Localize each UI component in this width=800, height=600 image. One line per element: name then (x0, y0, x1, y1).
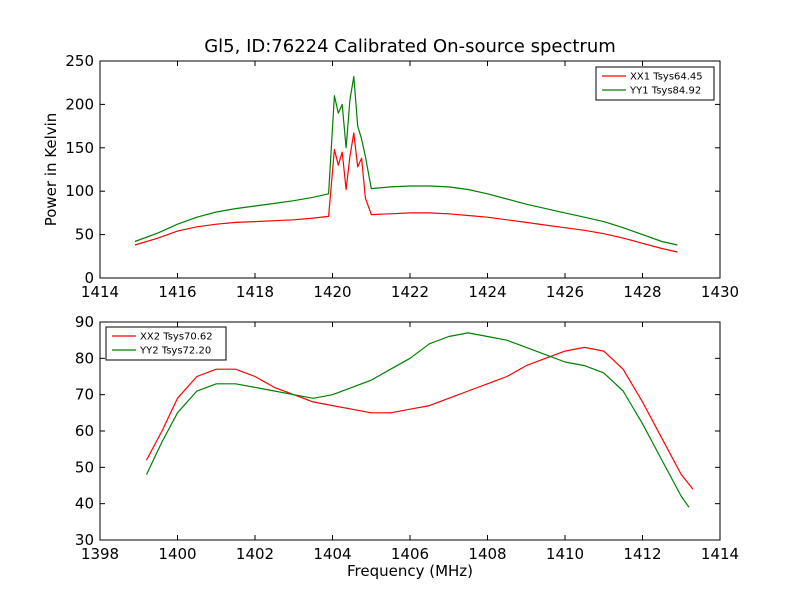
x-tick-label: 1406 (391, 545, 429, 563)
x-tick-label: 1402 (236, 545, 274, 563)
x-tick-label: 1412 (623, 545, 661, 563)
y-axis-label: Power in Kelvin (42, 113, 60, 227)
series-line-yy1 (134, 75, 678, 246)
y-tick-label: 0 (84, 269, 94, 287)
legend-entry-label: XX2 Tsys70.62 (140, 332, 213, 343)
x-tick-label: 1428 (623, 283, 661, 301)
series-line-xx1 (134, 132, 678, 253)
legend-entry-label: XX1 Tsys64.45 (630, 72, 703, 83)
y-tick-label: 80 (75, 349, 94, 367)
legend-entry-label: YY1 Tsys84.92 (629, 86, 701, 97)
x-tick-label: 1398 (81, 545, 119, 563)
figure-title: Gl5, ID:76224 Calibrated On-source spect… (204, 36, 616, 57)
y-tick-label: 90 (75, 313, 94, 331)
legend-box (105, 326, 227, 361)
x-tick-label: 1408 (468, 545, 506, 563)
x-tick-label: 1410 (546, 545, 584, 563)
series-line-yy2 (145, 332, 690, 508)
x-tick-label: 1430 (701, 283, 739, 301)
y-tick-label: 50 (75, 226, 94, 244)
legend-box (595, 66, 715, 101)
x-tick-label: 1404 (313, 545, 351, 563)
y-tick-label: 60 (75, 422, 94, 440)
x-tick-label: 1400 (158, 545, 196, 563)
x-tick-label: 1422 (391, 283, 429, 301)
x-axis-label: Frequency (MHz) (347, 562, 473, 580)
x-tick-label: 1414 (701, 545, 739, 563)
legend-entry-label: YY2 Tsys72.20 (139, 346, 211, 357)
x-tick-label: 1418 (236, 283, 274, 301)
y-tick-label: 100 (65, 182, 94, 200)
y-tick-label: 70 (75, 386, 94, 404)
x-tick-label: 1420 (313, 283, 351, 301)
x-tick-label: 1424 (468, 283, 506, 301)
x-tick-label: 1426 (546, 283, 584, 301)
series-line-xx2 (145, 346, 694, 490)
bottom-spectrum-chart: 1398 1400 1402 1404 1406 1408 1410 1412 1414 30 40… (75, 313, 739, 580)
top-spectrum-chart: 1414 1416 1418 1420 1422 1424 1426 1428 1430 0 50 1… (42, 52, 739, 301)
y-tick-label: 200 (65, 95, 94, 113)
y-tick-label: 250 (65, 52, 94, 70)
y-tick-label: 150 (65, 139, 94, 157)
x-tick-label: 1416 (158, 283, 196, 301)
y-tick-label: 50 (75, 458, 94, 476)
y-tick-label: 30 (75, 531, 94, 549)
x-tick-label: 1414 (81, 283, 119, 301)
y-tick-label: 40 (75, 495, 94, 513)
